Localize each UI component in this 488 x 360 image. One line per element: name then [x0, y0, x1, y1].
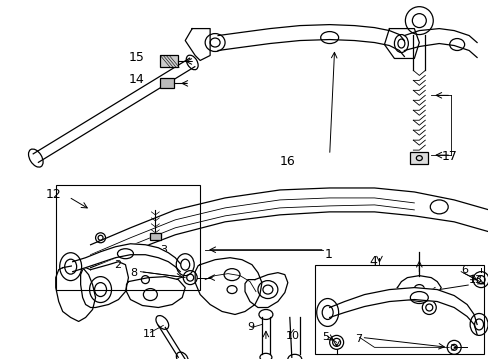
Text: 13: 13: [468, 275, 482, 285]
Text: 4: 4: [369, 255, 377, 268]
Polygon shape: [244, 273, 287, 307]
Text: 11: 11: [142, 329, 156, 339]
Polygon shape: [185, 28, 210, 60]
Text: 17: 17: [440, 150, 456, 163]
Polygon shape: [150, 233, 161, 239]
Text: 7: 7: [355, 334, 362, 345]
Text: 16: 16: [279, 155, 295, 168]
Text: 15: 15: [128, 50, 144, 63]
Bar: [314, 265, 483, 354]
Polygon shape: [218, 24, 404, 57]
Bar: [160, 55, 178, 67]
Text: 5: 5: [321, 332, 328, 342]
Bar: [150, 233, 161, 240]
Polygon shape: [56, 265, 95, 321]
Text: 6: 6: [460, 265, 467, 275]
Text: 14: 14: [128, 73, 144, 86]
Text: 3: 3: [160, 245, 167, 255]
Bar: [409, 152, 427, 164]
Polygon shape: [329, 288, 476, 334]
Text: 2: 2: [114, 260, 122, 270]
Bar: [160, 78, 174, 88]
Text: 1: 1: [324, 248, 332, 261]
Polygon shape: [90, 188, 488, 268]
Polygon shape: [397, 276, 440, 302]
Polygon shape: [126, 276, 185, 307]
Polygon shape: [384, 28, 419, 58]
Text: 9: 9: [246, 323, 254, 332]
Text: 10: 10: [285, 332, 299, 341]
Text: 8: 8: [130, 268, 137, 278]
Polygon shape: [195, 258, 262, 315]
Polygon shape: [81, 262, 128, 307]
Polygon shape: [73, 244, 180, 272]
Bar: [56, 185, 200, 289]
Polygon shape: [404, 28, 476, 58]
Text: 12: 12: [46, 188, 61, 201]
